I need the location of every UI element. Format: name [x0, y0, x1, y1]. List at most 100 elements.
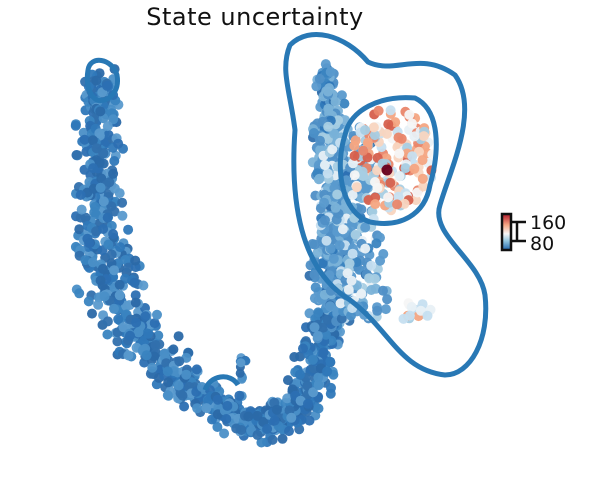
scatter-point — [385, 177, 396, 188]
scatter-point — [82, 233, 93, 244]
scatter-point — [102, 121, 113, 132]
scatter-point — [212, 394, 223, 405]
scatter-point — [235, 368, 245, 378]
scatter-point — [118, 322, 129, 333]
scatter-point — [74, 224, 85, 235]
scatter-point — [181, 369, 192, 380]
scatter-point — [74, 288, 85, 299]
density-contours — [84, 31, 489, 392]
scatter-point — [418, 131, 429, 142]
scatter-point — [417, 155, 428, 166]
scatter-point — [91, 143, 102, 154]
scatter-point — [321, 235, 332, 246]
scatter-point — [163, 377, 174, 388]
max-uncertainty-point — [381, 164, 393, 176]
scatter-point — [339, 98, 350, 109]
scatter-point — [383, 192, 394, 203]
scatter-point — [271, 404, 282, 415]
scatter-point — [380, 304, 391, 315]
scatter-point — [141, 350, 152, 361]
scatter-point — [406, 302, 417, 312]
scatter-point — [409, 131, 420, 142]
scatter-point — [325, 388, 336, 399]
scatter-point — [102, 316, 113, 327]
scatter-point — [147, 362, 158, 373]
scatter-point — [312, 331, 323, 341]
scatter-point — [346, 310, 356, 321]
scatter-point — [399, 198, 410, 209]
scatter-point — [294, 369, 305, 380]
scatter-point — [304, 415, 315, 426]
scatter-point — [356, 288, 367, 299]
scatter-point — [88, 163, 99, 174]
scatter-point — [302, 380, 313, 391]
scatter-point — [289, 352, 300, 362]
scatter-point — [312, 247, 323, 258]
scatter-point — [309, 269, 320, 280]
scatter-point — [394, 171, 405, 182]
scatter-point — [168, 344, 179, 355]
scatter-point — [360, 222, 371, 233]
scatter-point — [325, 243, 336, 254]
scatter-point — [314, 73, 325, 84]
scatter-point — [382, 294, 393, 305]
scatter-point — [80, 255, 91, 266]
scatter-point — [173, 331, 184, 342]
scatter-point — [422, 310, 433, 321]
scatter-point — [212, 422, 223, 432]
scatter-point — [130, 255, 141, 266]
chart-title: State uncertainty — [146, 3, 364, 31]
scatter-point — [98, 148, 109, 159]
scatter-point — [98, 196, 109, 207]
scatter-point — [162, 366, 173, 377]
scatter-point — [360, 243, 371, 254]
scatter-point — [222, 400, 233, 411]
scatter-point — [91, 75, 102, 86]
scatter-point — [298, 343, 308, 354]
scatter-point — [315, 135, 325, 146]
scatter-point — [313, 380, 324, 391]
scatter-point — [133, 327, 144, 338]
scatter-point — [108, 229, 119, 239]
scatter-point — [322, 168, 333, 179]
scatter-point — [404, 310, 415, 321]
scatter-point — [358, 145, 369, 156]
scatter-point — [372, 305, 383, 316]
scatter-point — [114, 279, 125, 290]
scatter-point — [322, 366, 333, 377]
scatter-point — [131, 317, 142, 328]
scatter-point — [95, 182, 106, 193]
scatter-point — [351, 182, 362, 193]
scatter-point — [120, 255, 131, 265]
scatter-point — [159, 348, 170, 359]
scatter-point — [314, 173, 325, 184]
scatter-point — [318, 347, 329, 358]
scatter-point — [349, 170, 360, 181]
scatter-point — [87, 257, 98, 268]
scatter-point — [94, 128, 105, 139]
scatter-point — [320, 215, 330, 226]
scatter-point — [381, 128, 392, 139]
scatter-point — [329, 128, 340, 139]
scatter-point — [330, 202, 341, 213]
scatter-point — [143, 328, 153, 339]
scatter-point — [87, 135, 98, 146]
scatter-point — [79, 134, 90, 145]
scatter-point — [323, 121, 334, 132]
scatter-point — [368, 122, 379, 133]
scatter-point — [123, 350, 134, 361]
scatter-point — [325, 66, 336, 77]
scatter-point — [409, 163, 420, 174]
scatter-point — [303, 398, 313, 409]
scatter-point — [372, 182, 383, 193]
scatter-point — [385, 105, 396, 116]
contour-bottom-arc — [202, 374, 241, 392]
scatter-point — [364, 273, 375, 284]
scatter-point — [284, 426, 294, 437]
scatter-point — [162, 390, 173, 401]
scatter-point — [373, 105, 384, 116]
scatter-point — [252, 430, 263, 440]
scatter-point — [277, 433, 288, 444]
colorbar-label-80: 80 — [530, 233, 554, 255]
